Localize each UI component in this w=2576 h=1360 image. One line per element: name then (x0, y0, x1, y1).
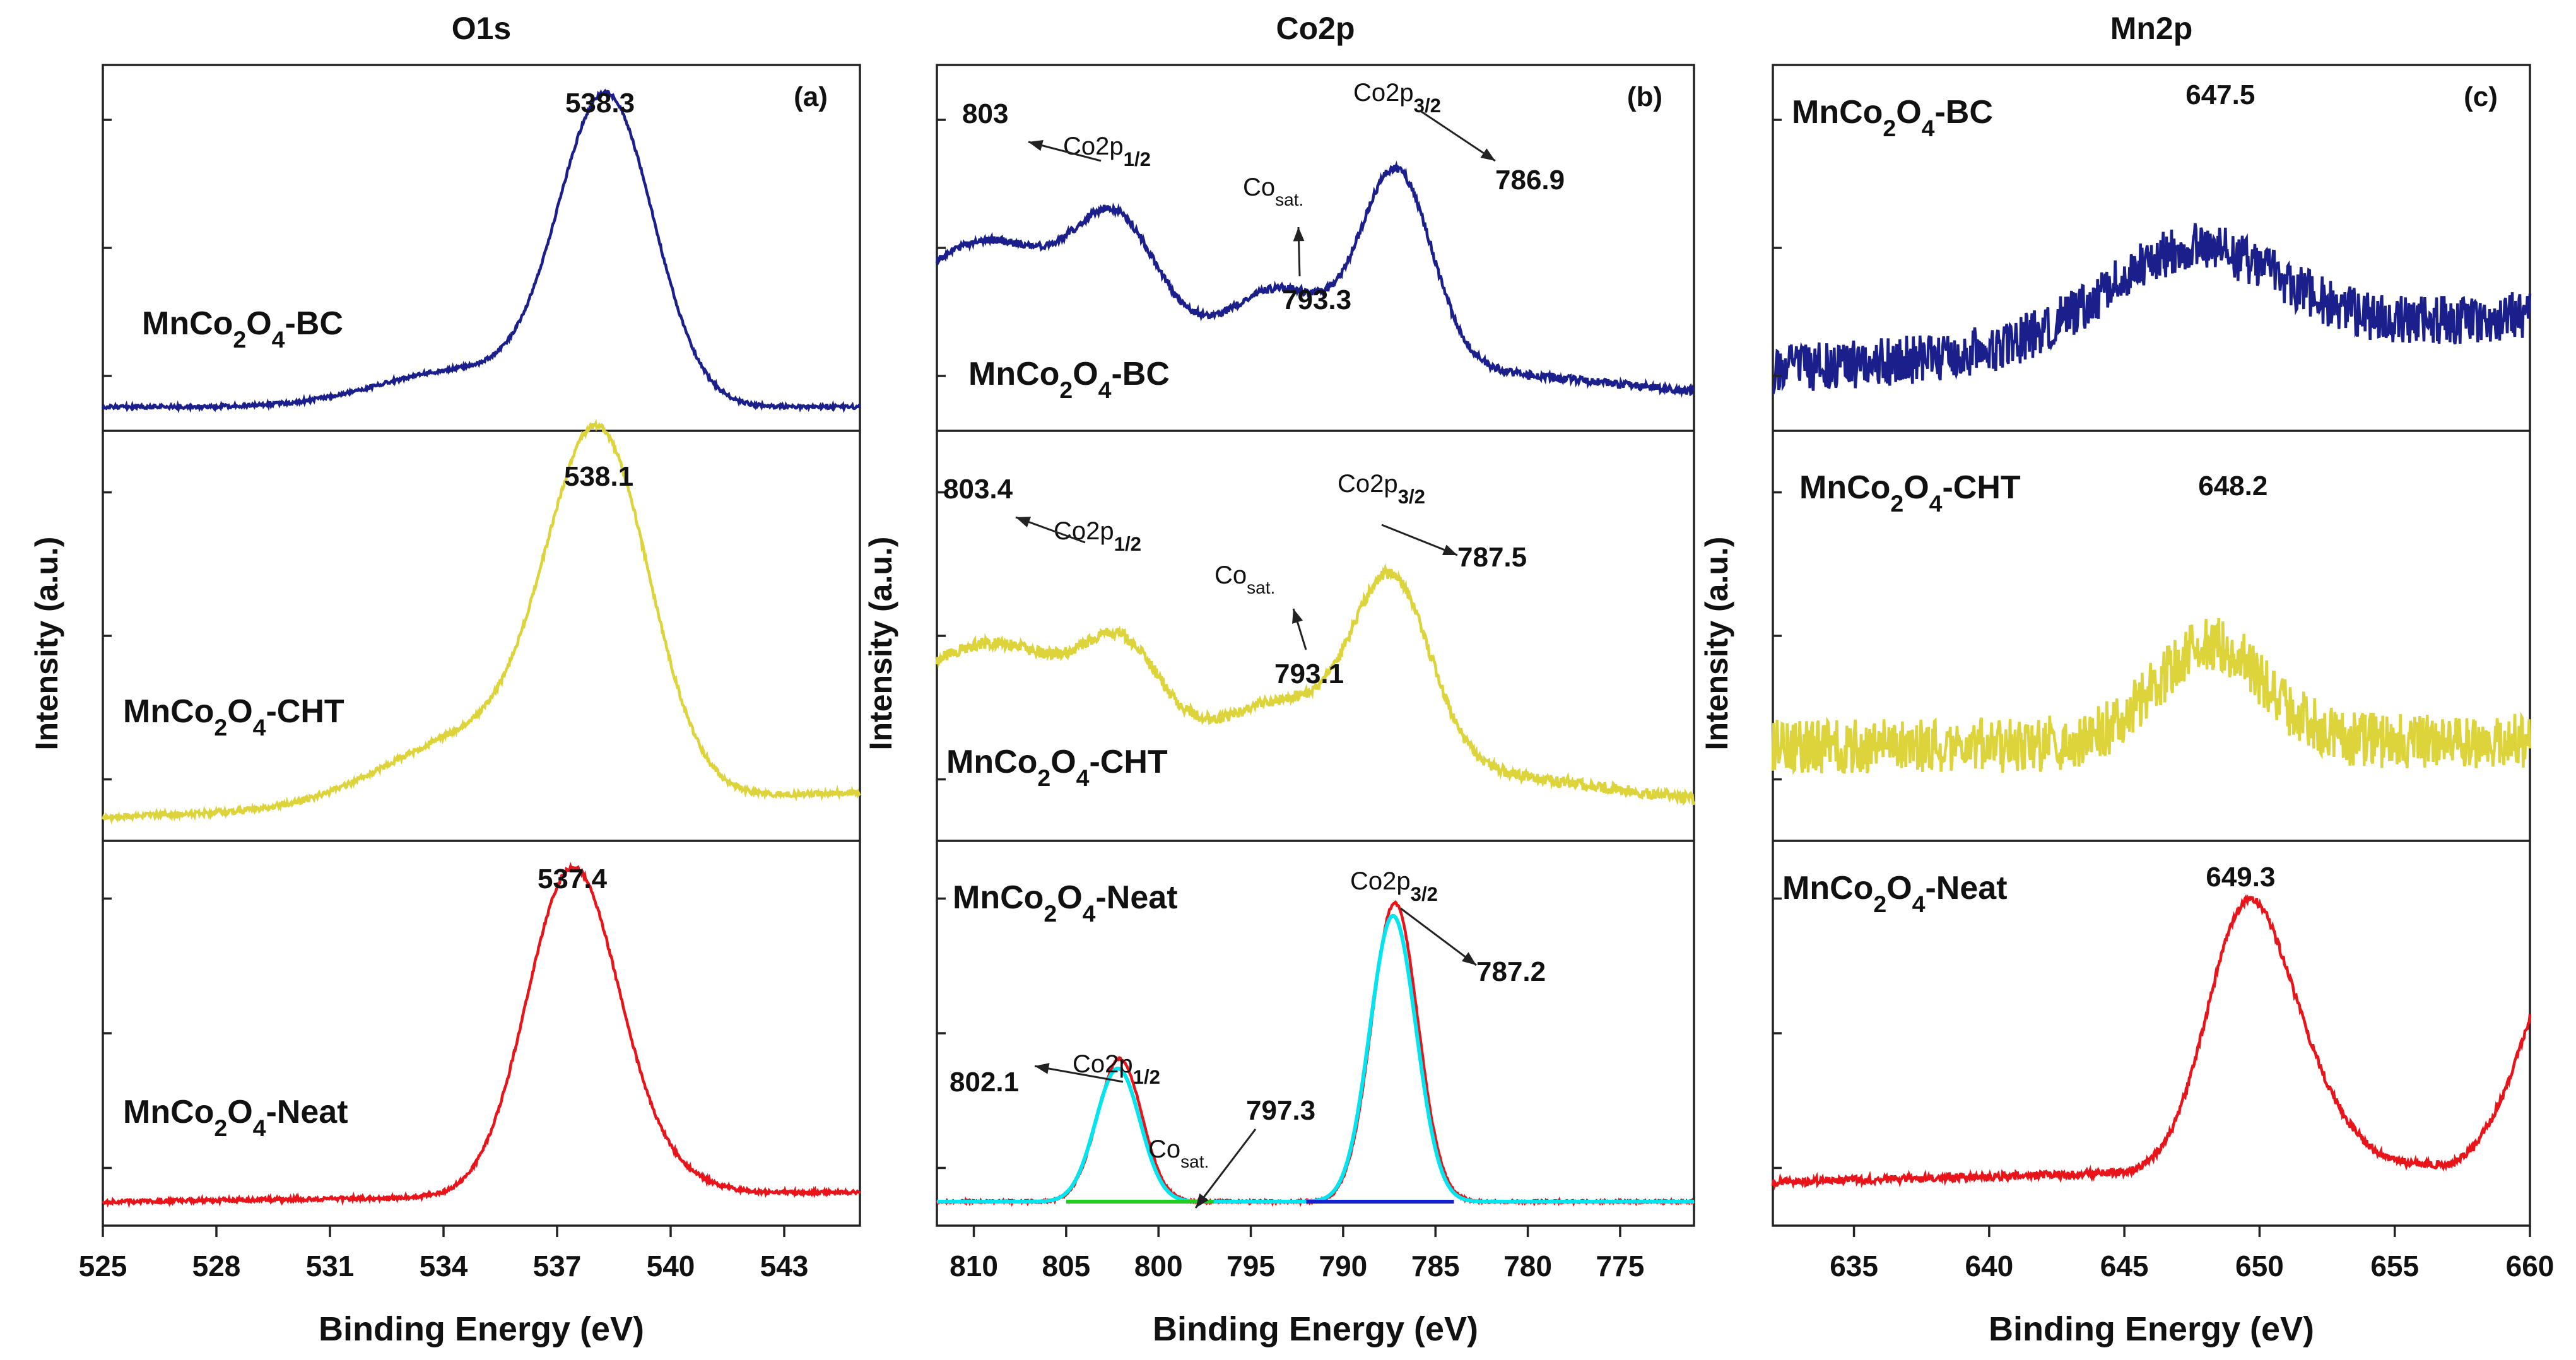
panel-title: O1s (452, 11, 512, 46)
panel-label: (a) (794, 81, 828, 112)
annotation-arrow (1419, 109, 1496, 162)
sample-label: MnCo2O4-BC (142, 305, 343, 353)
spectrum-line (101, 88, 861, 414)
x-tick-label: 655 (2370, 1250, 2419, 1282)
sample-label: MnCo2O4-CHT (1799, 469, 2021, 517)
sample-label: MnCo2O4-BC (1792, 94, 1993, 141)
peak-label: 538.3 (565, 88, 635, 119)
peak-label: 538.1 (564, 461, 633, 492)
peak-label: 803 (962, 98, 1008, 129)
spectrum-line (101, 418, 861, 825)
sample-label: MnCo2O4-Neat (953, 879, 1178, 927)
x-tick-label: 645 (2100, 1250, 2149, 1282)
panel-label: (c) (2464, 81, 2498, 112)
peak-label: 647.5 (2185, 79, 2255, 110)
annotation-arrow (1400, 907, 1477, 966)
x-tick-label: 785 (1411, 1250, 1460, 1282)
x-tick-label: 528 (192, 1250, 241, 1282)
peak-label: 786.9 (1495, 165, 1565, 196)
x-tick-label: 650 (2235, 1250, 2284, 1282)
peak-assignment: Co2p3/2 (1353, 79, 1441, 117)
sample-label: MnCo2O4-Neat (1782, 870, 2008, 917)
annotation-arrow-head (1028, 140, 1044, 151)
sample-label: MnCo2O4-CHT (123, 693, 344, 741)
x-tick-label: 780 (1503, 1250, 1552, 1282)
plot-frame (1772, 64, 2531, 1227)
peak-assignment: Co2p3/2 (1338, 470, 1425, 508)
x-tick-label: 531 (306, 1250, 355, 1282)
satellite-label: Cosat. (1148, 1135, 1209, 1171)
x-tick-label: 775 (1596, 1250, 1645, 1282)
spectrum-line (1772, 223, 2532, 394)
annotation-arrow (1194, 1128, 1257, 1209)
panel-title: Co2p (1276, 11, 1355, 46)
annotation-arrow-head (1442, 544, 1457, 555)
annotation-arrow-head (1461, 952, 1476, 965)
satellite-label: Cosat. (1214, 561, 1275, 597)
x-tick-label: 543 (760, 1250, 809, 1282)
x-tick-label: 805 (1042, 1250, 1091, 1282)
x-axis-label: Binding Energy (eV) (1989, 1310, 2314, 1348)
x-tick-label: 537 (533, 1250, 582, 1282)
panel-label: (b) (1627, 81, 1662, 112)
spectrum-line (102, 862, 861, 1209)
x-axis-label: Binding Energy (eV) (1153, 1310, 1478, 1348)
panel-title: Mn2p (2110, 11, 2193, 46)
spectrum-line (935, 563, 1696, 806)
x-tick-label: 795 (1226, 1250, 1275, 1282)
y-axis-label: Intensity (a.u.) (1699, 537, 1734, 751)
x-tick-label: 540 (647, 1250, 695, 1282)
spectrum-line (1771, 894, 2532, 1192)
y-axis-label: Intensity (a.u.) (29, 537, 64, 751)
peak-assignment: Co2p1/2 (1073, 1050, 1160, 1088)
annotation-arrow-head (1196, 1193, 1209, 1208)
peak-assignment: Co2p1/2 (1063, 132, 1151, 170)
peak-label: 648.2 (2198, 471, 2267, 501)
annotation-arrow-head (1016, 517, 1031, 527)
y-axis-label: Intensity (a.u.) (863, 537, 898, 751)
x-tick-label: 534 (420, 1250, 468, 1282)
peak-assignment: Co2p3/2 (1350, 867, 1438, 905)
x-tick-label: 800 (1134, 1250, 1183, 1282)
plot-frame (102, 64, 861, 1227)
peak-label: 649.3 (2206, 862, 2275, 893)
peak-label: 803.4 (943, 474, 1013, 505)
spectrum-line (936, 900, 1695, 1207)
peak-label: 787.2 (1476, 956, 1546, 987)
peak-label: 797.3 (1246, 1095, 1315, 1126)
annotation-arrow-head (1480, 148, 1495, 161)
satellite-label: Cosat. (1243, 173, 1303, 209)
annotation-arrow-head (1292, 609, 1303, 624)
annotation-arrow (1034, 1065, 1124, 1083)
annotation-arrow-head (1293, 227, 1305, 242)
sample-label: MnCo2O4-BC (968, 356, 1170, 403)
sample-label: MnCo2O4-CHT (946, 744, 1168, 791)
peak-label: 793.1 (1274, 659, 1344, 689)
sample-label: MnCo2O4-Neat (123, 1094, 348, 1141)
x-tick-label: 635 (1830, 1250, 1878, 1282)
peak-label: 787.5 (1457, 542, 1527, 573)
peak-label: 802.1 (950, 1067, 1019, 1098)
x-tick-label: 660 (2506, 1250, 2555, 1282)
plot-frame (936, 64, 1695, 1227)
x-tick-label: 525 (79, 1250, 127, 1282)
peak-label: 537.4 (538, 864, 608, 894)
peak-assignment: Co2p1/2 (1054, 517, 1141, 555)
annotation-arrow-head (1035, 1063, 1050, 1074)
spectrum-line (1771, 618, 2532, 775)
x-axis-label: Binding Energy (eV) (319, 1310, 644, 1348)
x-tick-label: 790 (1319, 1250, 1368, 1282)
x-tick-label: 810 (950, 1250, 998, 1282)
fit-component-line (937, 913, 1694, 1204)
spectrum-line (935, 160, 1695, 398)
x-tick-label: 640 (1965, 1250, 2013, 1282)
peak-label: 793.3 (1282, 284, 1351, 315)
